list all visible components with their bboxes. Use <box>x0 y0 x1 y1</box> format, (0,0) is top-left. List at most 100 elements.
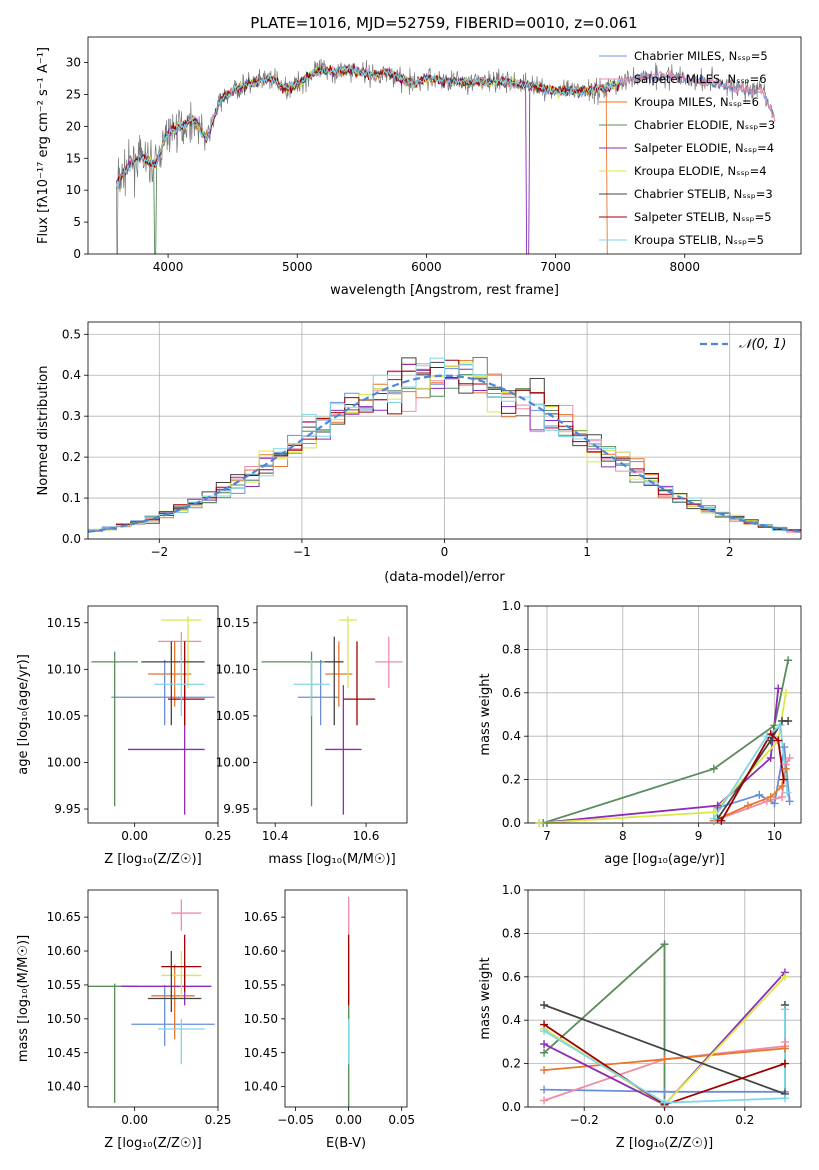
mass-weight-age-panel-plot-area <box>539 660 791 823</box>
y-tick-label: 0.4 <box>502 1013 521 1027</box>
x-axis-label: mass [log₁₀(M/M☉)] <box>268 852 395 867</box>
legend-label: Salpeter MILES, Nₛₛₚ=6 <box>634 72 767 86</box>
legend-label: Chabrier ELODIE, Nₛₛₚ=3 <box>634 118 775 132</box>
x-tick-label: 8 <box>619 829 627 843</box>
y-axis-label: mass weight <box>478 957 493 1039</box>
x-tick-label: 0.2 <box>735 1113 754 1127</box>
y-axis-label: Flux [fλ10⁻¹⁷ erg cm⁻² s⁻¹ A⁻¹] <box>36 47 51 244</box>
y-axis-label: mass [log₁₀(M/M☉)] <box>16 935 31 1062</box>
legend-label: 𝒩(0, 1) <box>739 337 786 352</box>
y-tick-label: 10.05 <box>47 709 81 723</box>
mass-weight-line <box>713 723 789 820</box>
y-tick-label: 0.0 <box>502 816 521 830</box>
y-tick-label: 9.95 <box>54 802 81 816</box>
spectrum-panel: 4000 5000 6000 7000 8000 0 5 10 15 20 25 30 waveleng… <box>36 36 802 298</box>
mass-weight-marker <box>660 1098 669 1107</box>
mass-weight-line <box>539 688 780 823</box>
x-tick-label: 0.0 <box>655 1113 674 1127</box>
x-axis-label: wavelength [Angstrom, rest frame] <box>330 283 559 298</box>
mass-weight-marker <box>784 717 793 726</box>
mass-weight-marker <box>660 1087 669 1096</box>
mass-weight-marker <box>780 972 789 981</box>
mass-weight-marker <box>781 688 790 697</box>
mass-weight-marker <box>709 814 718 823</box>
mass-weight-marker <box>774 684 783 693</box>
mass-weight-marker <box>755 790 764 799</box>
axes-frame <box>256 605 408 824</box>
x-tick-label: 0.00 <box>121 829 148 843</box>
mass-weight-marker <box>540 1027 549 1036</box>
legend-label: Salpeter ELODIE, Nₛₛₚ=4 <box>634 141 774 155</box>
age-mass-panel: 10.4 10.6 9.95 10.00 10.05 10.10 10.15 mass [lo… <box>216 605 408 867</box>
x-tick-label: 0.25 <box>205 829 232 843</box>
y-tick-label: 0.2 <box>502 1057 521 1071</box>
axes-frame <box>87 605 219 824</box>
mass-weight-marker <box>540 1096 549 1105</box>
y-tick-label: 1.0 <box>502 599 521 613</box>
y-tick-label: 0.8 <box>502 642 521 656</box>
legend-label: Kroupa MILES, Nₛₛₚ=6 <box>634 95 759 109</box>
histogram-step-line <box>88 357 801 532</box>
x-tick-label: 0.00 <box>335 1113 362 1127</box>
y-tick-label: 0.3 <box>62 409 81 423</box>
observed-spectrum-line <box>116 58 776 254</box>
mass-weight-age-panel: 7 8 9 10 0.0 0.2 0.4 0.6 0.8 1.0 age [log₁₀(age/yr… <box>478 599 802 867</box>
y-tick-label: 10 <box>66 183 81 197</box>
mass-weight-metallicity-panel-plot-area <box>543 942 786 1106</box>
mass-metallicity-panel: 0.00 0.25 10.40 10.45 10.50 10.55 10.60 10.65 Z … <box>16 889 232 1151</box>
y-tick-label: 10.10 <box>47 662 81 676</box>
y-tick-label: 10.60 <box>47 944 81 958</box>
age-mass-panel-plot-area <box>261 616 403 815</box>
y-axis-label: Normed distribution <box>36 366 51 496</box>
mass-weight-marker <box>780 743 789 752</box>
x-axis-label: (data-model)/error <box>384 570 505 585</box>
mass-weight-marker <box>781 764 790 773</box>
mass-weight-marker <box>660 940 669 949</box>
figure-title: PLATE=1016, MJD=52759, FIBERID=0010, z=0… <box>250 14 637 32</box>
mass-weight-marker <box>762 732 771 741</box>
y-tick-label: 0.6 <box>502 686 521 700</box>
y-axis-label: mass weight <box>478 673 493 755</box>
axes-frame <box>527 605 802 824</box>
legend-label: Kroupa ELODIE, Nₛₛₚ=4 <box>634 164 767 178</box>
mass-weight-line <box>720 732 785 822</box>
x-tick-label: 0.25 <box>205 1113 232 1127</box>
y-tick-label: 30 <box>66 56 81 70</box>
x-axis-label: Z [log₁₀(Z/Z☉)] <box>616 1136 713 1151</box>
y-tick-label: 0.2 <box>502 773 521 787</box>
x-tick-label: 0.00 <box>121 1113 148 1127</box>
x-tick-label: 8000 <box>669 260 700 274</box>
y-tick-label: 10.10 <box>216 662 250 676</box>
axes-frame <box>87 36 802 255</box>
model-spectrum-line <box>115 64 621 187</box>
y-tick-label: 10.50 <box>47 1012 81 1026</box>
axes-frame <box>284 889 408 1108</box>
x-tick-label: 5000 <box>282 260 313 274</box>
x-axis-label: age [log₁₀(age/yr)] <box>604 852 725 867</box>
mass-weight-marker <box>780 1094 789 1103</box>
y-tick-label: 0.0 <box>62 532 81 546</box>
mass-weight-marker <box>770 799 779 808</box>
x-tick-label: −0.05 <box>277 1113 314 1127</box>
age-metallicity-panel-plot-area <box>91 616 215 815</box>
y-tick-label: 0.6 <box>502 970 521 984</box>
y-tick-label: 10.00 <box>216 755 250 769</box>
legend-label: Chabrier STELIB, Nₛₛₚ=3 <box>634 187 773 201</box>
y-tick-label: 0.4 <box>502 729 521 743</box>
x-tick-label: 10.4 <box>262 829 289 843</box>
mass-weight-marker <box>766 792 775 801</box>
mass-weight-marker <box>780 1044 789 1053</box>
mass-weight-marker <box>535 819 544 827</box>
y-tick-label: 10.45 <box>47 1046 81 1060</box>
x-tick-label: 6000 <box>411 260 442 274</box>
legend-label: Chabrier MILES, Nₛₛₚ=5 <box>634 49 768 63</box>
y-tick-label: 25 <box>66 87 81 101</box>
y-tick-label: 10.55 <box>244 978 278 992</box>
y-tick-label: 20 <box>66 119 81 133</box>
y-tick-label: 0.2 <box>62 450 81 464</box>
x-axis-label: Z [log₁₀(Z/Z☉)] <box>104 852 201 867</box>
y-tick-label: 10.15 <box>216 616 250 630</box>
y-tick-label: 10.60 <box>244 944 278 958</box>
mass-weight-marker <box>540 1001 549 1010</box>
